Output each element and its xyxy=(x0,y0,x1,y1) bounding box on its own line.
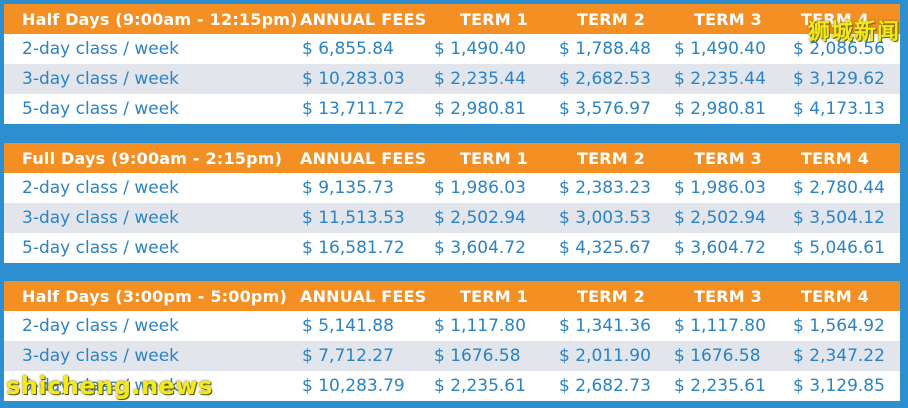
term-4-cell: $ 2,780.44 xyxy=(793,178,885,198)
class-frequency-cell: 2-day class / week xyxy=(22,316,180,336)
term-2-cell: $ 3,576.97 xyxy=(559,99,651,119)
term-1-cell: $ 1,117.80 xyxy=(434,316,526,336)
term-3-cell: $ 2,502.94 xyxy=(674,208,766,228)
term-4-cell: $ 4,173.13 xyxy=(793,99,885,119)
table-row: 5-day class / week $ 13,711.72 $ 2,980.8… xyxy=(4,94,900,124)
header-term-1: TERM 1 xyxy=(460,9,528,29)
term-3-cell: $ 1,986.03 xyxy=(674,178,766,198)
header-term-2: TERM 2 xyxy=(577,286,645,306)
class-frequency-cell: 2-day class / week xyxy=(22,39,180,59)
annual-fee-cell: $ 13,711.72 xyxy=(302,99,405,119)
header-annual-fees: ANNUAL FEES xyxy=(300,148,427,168)
fee-section-half-days-morning: Half Days (9:00am - 12:15pm) ANNUAL FEES… xyxy=(4,4,900,124)
term-2-cell: $ 2,011.90 xyxy=(559,346,651,366)
term-2-cell: $ 4,325.67 xyxy=(559,238,651,258)
term-3-cell: $ 2,980.81 xyxy=(674,99,766,119)
term-2-cell: $ 2,682.53 xyxy=(559,69,651,89)
header-term-1: TERM 1 xyxy=(460,148,528,168)
class-frequency-cell: 2-day class / week xyxy=(22,178,180,198)
table-row: 3-day class / week $ 11,513.53 $ 2,502.9… xyxy=(4,203,900,233)
table-row: 3-day class / week $ 7,712.27 $ 1676.58 … xyxy=(4,341,900,371)
annual-fee-cell: $ 10,283.03 xyxy=(302,69,405,89)
term-3-cell: $ 1,117.80 xyxy=(674,316,766,336)
header-term-2: TERM 2 xyxy=(577,148,645,168)
term-1-cell: $ 2,980.81 xyxy=(434,99,526,119)
section-header-row: Half Days (9:00am - 12:15pm) ANNUAL FEES… xyxy=(4,4,900,34)
fee-section-half-days-afternoon: Half Days (3:00pm - 5:00pm) ANNUAL FEES … xyxy=(4,281,900,401)
term-2-cell: $ 3,003.53 xyxy=(559,208,651,228)
table-row: 5-day class / week $ 10,283.79 $ 2,235.6… xyxy=(4,371,900,401)
term-1-cell: $ 2,235.44 xyxy=(434,69,526,89)
header-annual-fees: ANNUAL FEES xyxy=(300,9,427,29)
class-frequency-cell: 3-day class / week xyxy=(22,346,180,366)
term-1-cell: $ 1,986.03 xyxy=(434,178,526,198)
watermark-bottom-left: shicheng.news xyxy=(6,372,213,400)
header-term-4: TERM 4 xyxy=(801,9,869,29)
section-title: Half Days (3:00pm - 5:00pm) xyxy=(22,286,287,306)
header-term-4: TERM 4 xyxy=(801,286,869,306)
term-4-cell: $ 2,086.56 xyxy=(793,39,885,59)
term-4-cell: $ 5,046.61 xyxy=(793,238,885,258)
term-4-cell: $ 3,504.12 xyxy=(793,208,885,228)
header-term-1: TERM 1 xyxy=(460,286,528,306)
term-2-cell: $ 2,383.23 xyxy=(559,178,651,198)
annual-fee-cell: $ 6,855.84 xyxy=(302,39,394,59)
fee-section-full-days: Full Days (9:00am - 2:15pm) ANNUAL FEES … xyxy=(4,143,900,263)
term-3-cell: $ 3,604.72 xyxy=(674,238,766,258)
term-1-cell: $ 3,604.72 xyxy=(434,238,526,258)
term-3-cell: $ 1,490.40 xyxy=(674,39,766,59)
section-title: Full Days (9:00am - 2:15pm) xyxy=(22,148,283,168)
class-frequency-cell: 5-day class / week xyxy=(22,376,180,396)
term-4-cell: $ 1,564.92 xyxy=(793,316,885,336)
term-2-cell: $ 1,341.36 xyxy=(559,316,651,336)
header-term-4: TERM 4 xyxy=(801,148,869,168)
term-3-cell: $ 2,235.44 xyxy=(674,69,766,89)
annual-fee-cell: $ 16,581.72 xyxy=(302,238,405,258)
annual-fee-cell: $ 5,141.88 xyxy=(302,316,394,336)
annual-fee-cell: $ 10,283.79 xyxy=(302,376,405,396)
section-header-row: Half Days (3:00pm - 5:00pm) ANNUAL FEES … xyxy=(4,281,900,311)
section-title: Half Days (9:00am - 12:15pm) xyxy=(22,9,298,29)
annual-fee-cell: $ 9,135.73 xyxy=(302,178,394,198)
class-frequency-cell: 3-day class / week xyxy=(22,69,180,89)
annual-fee-cell: $ 11,513.53 xyxy=(302,208,405,228)
term-3-cell: $ 1676.58 xyxy=(674,346,761,366)
term-4-cell: $ 2,347.22 xyxy=(793,346,885,366)
term-1-cell: $ 1,490.40 xyxy=(434,39,526,59)
header-term-3: TERM 3 xyxy=(694,286,762,306)
table-row: 2-day class / week $ 9,135.73 $ 1,986.03… xyxy=(4,173,900,203)
section-header-row: Full Days (9:00am - 2:15pm) ANNUAL FEES … xyxy=(4,143,900,173)
header-term-3: TERM 3 xyxy=(694,148,762,168)
term-1-cell: $ 1676.58 xyxy=(434,346,521,366)
table-row: 5-day class / week $ 16,581.72 $ 3,604.7… xyxy=(4,233,900,263)
header-annual-fees: ANNUAL FEES xyxy=(300,286,427,306)
annual-fee-cell: $ 7,712.27 xyxy=(302,346,394,366)
header-term-3: TERM 3 xyxy=(694,9,762,29)
term-1-cell: $ 2,235.61 xyxy=(434,376,526,396)
table-row: 2-day class / week $ 6,855.84 $ 1,490.40… xyxy=(4,34,900,64)
table-row: 3-day class / week $ 10,283.03 $ 2,235.4… xyxy=(4,64,900,94)
term-2-cell: $ 2,682.73 xyxy=(559,376,651,396)
class-frequency-cell: 3-day class / week xyxy=(22,208,180,228)
term-3-cell: $ 2,235.61 xyxy=(674,376,766,396)
class-frequency-cell: 5-day class / week xyxy=(22,238,180,258)
class-frequency-cell: 5-day class / week xyxy=(22,99,180,119)
watermark-top-right: 狮城新闻 xyxy=(807,20,900,45)
term-4-cell: $ 3,129.85 xyxy=(793,376,885,396)
term-4-cell: $ 3,129.62 xyxy=(793,69,885,89)
term-1-cell: $ 2,502.94 xyxy=(434,208,526,228)
table-row: 2-day class / week $ 5,141.88 $ 1,117.80… xyxy=(4,311,900,341)
header-term-2: TERM 2 xyxy=(577,9,645,29)
term-2-cell: $ 1,788.48 xyxy=(559,39,651,59)
